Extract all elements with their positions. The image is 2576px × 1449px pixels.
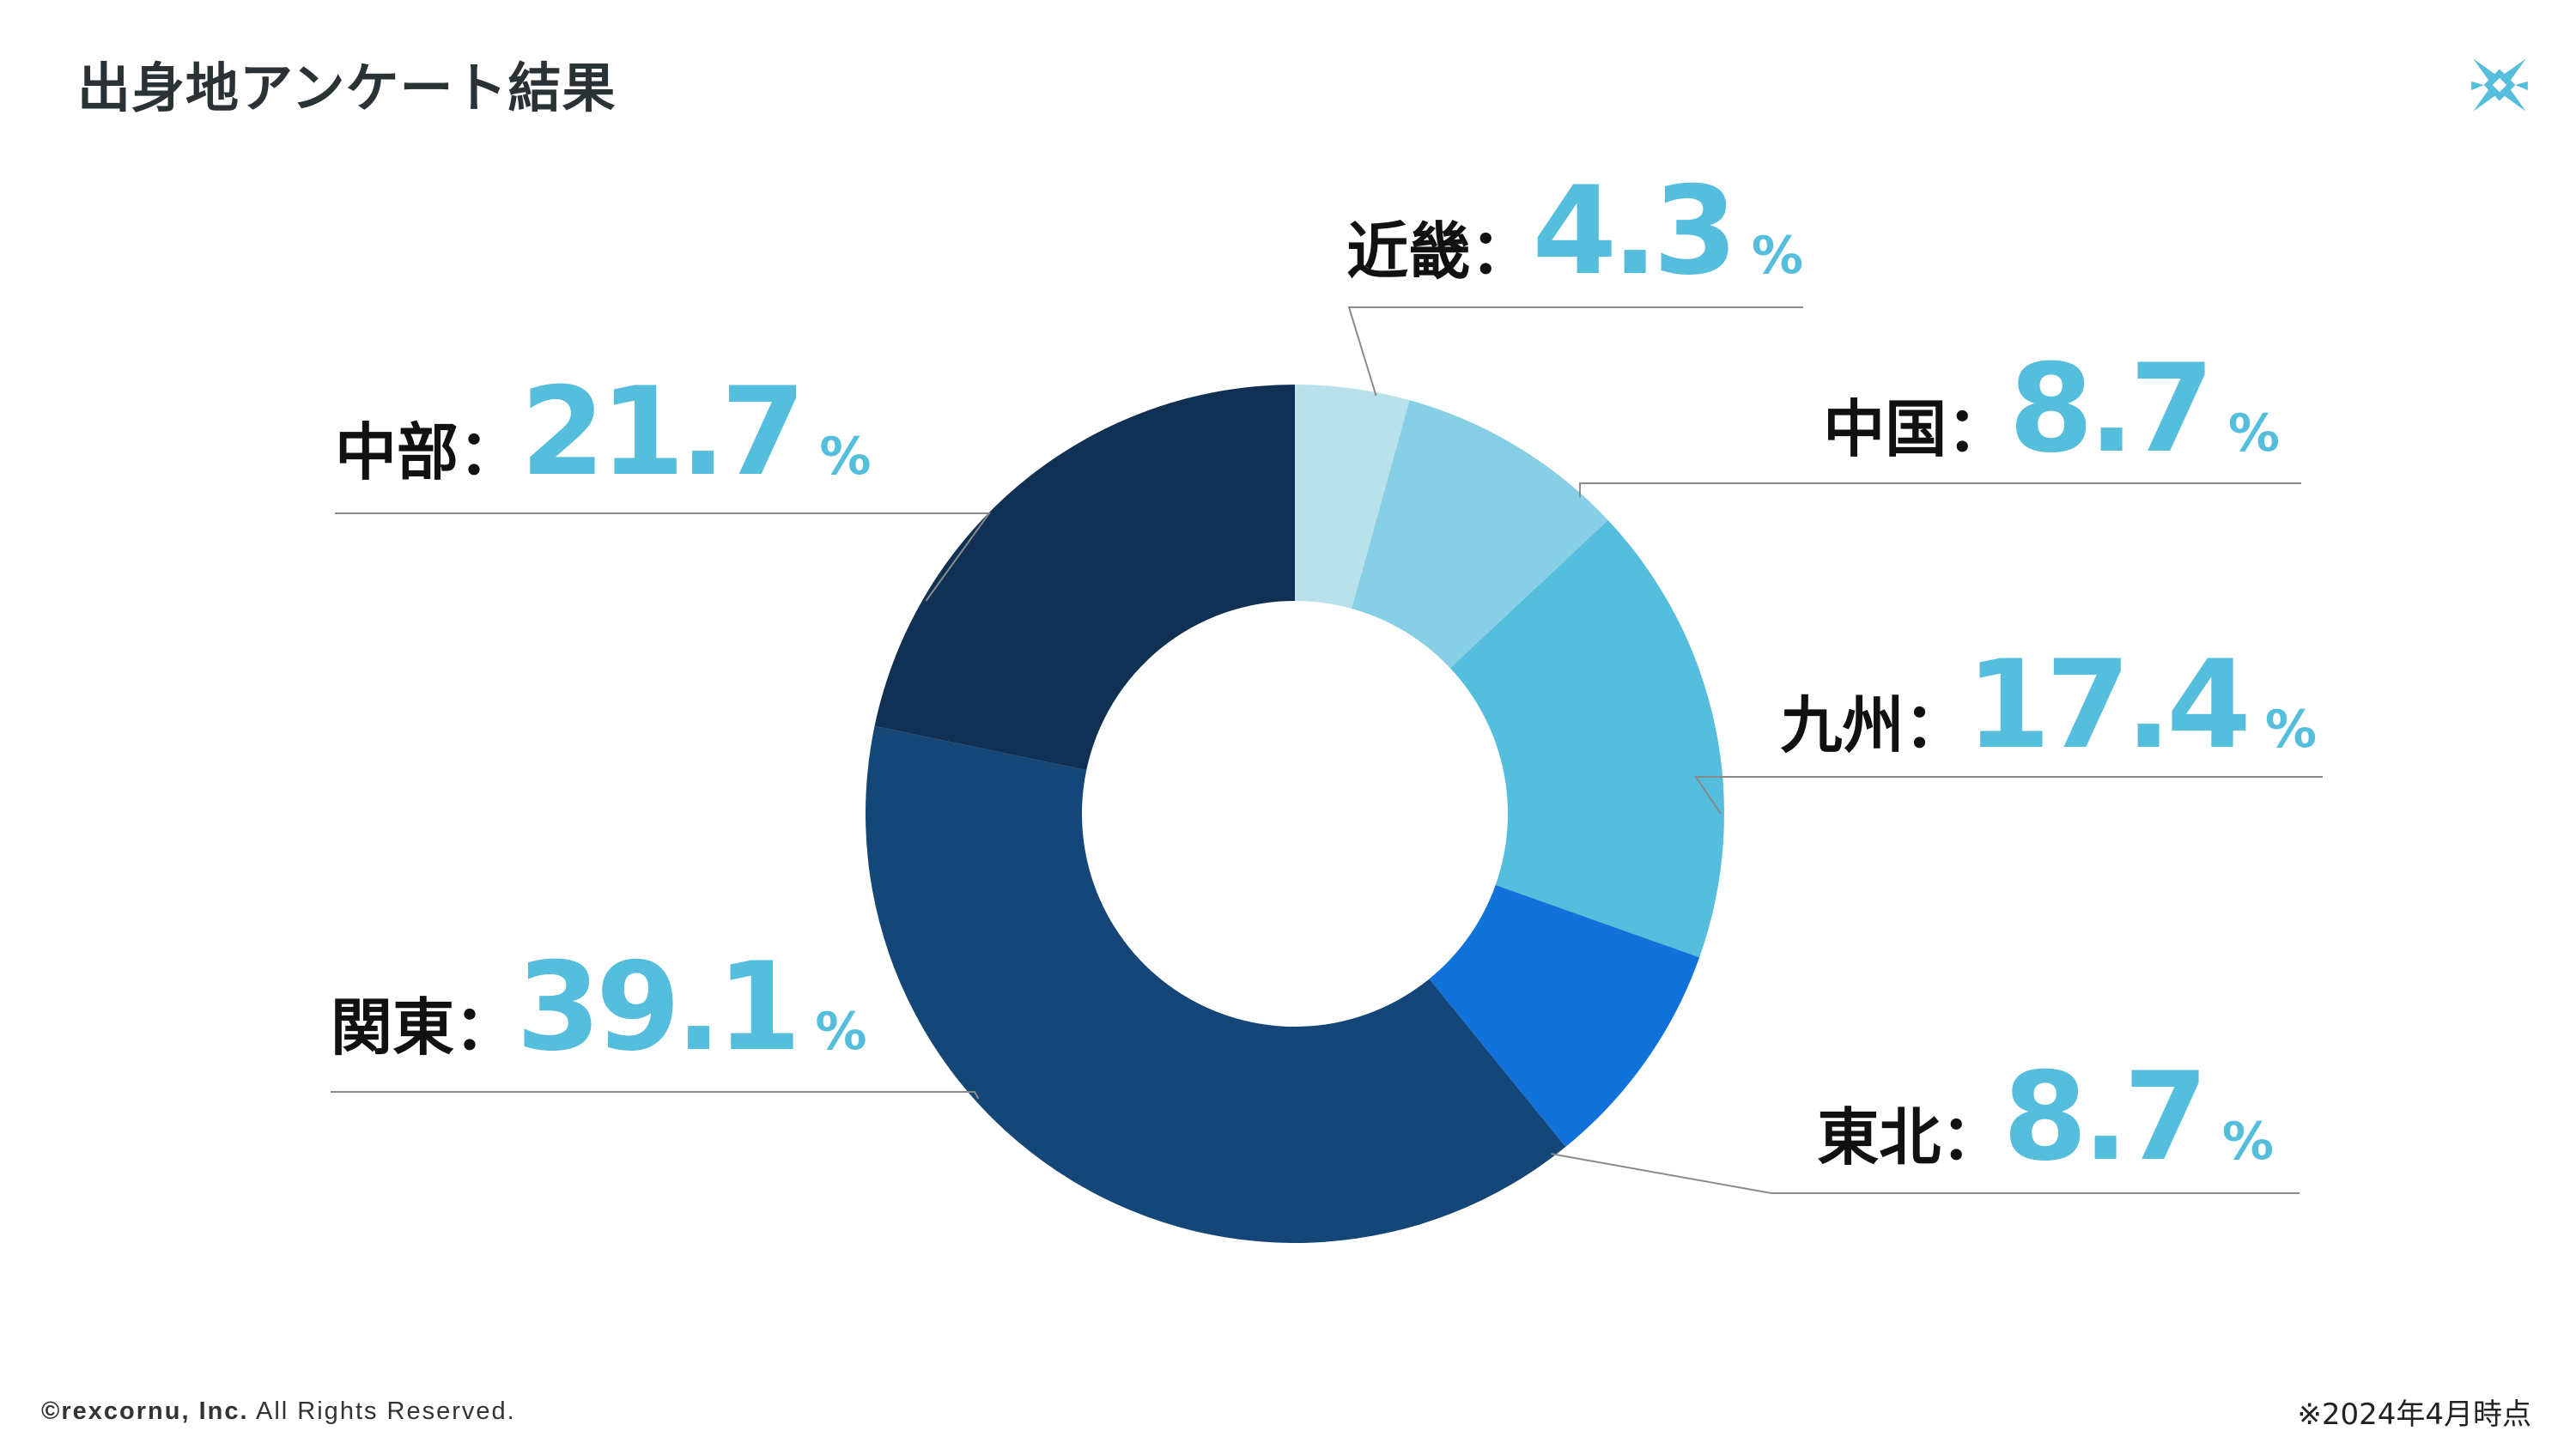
slice-unit-label: %: [2265, 700, 2317, 760]
footnote: ※2024年4月時点: [2297, 1397, 2531, 1432]
slice-unit-label: %: [815, 1002, 866, 1062]
donut-slice-関東: [866, 725, 1566, 1243]
slice-label: 関東：39.1%: [331, 937, 867, 1078]
slice-unit-label: %: [2228, 403, 2280, 464]
leader-line: [1694, 776, 2323, 815]
slice-value-label: 17.4: [1966, 634, 2247, 776]
donut-slice-近畿: [1295, 385, 1410, 609]
leader-line: [335, 512, 991, 602]
slice-label: 中国：8.7%: [1823, 338, 2280, 480]
slice-category-label: 九州：: [1781, 689, 1966, 761]
slice-value-label: 39.1: [516, 937, 796, 1078]
donut-slice-九州: [1449, 520, 1725, 958]
rexcornu-logo-icon: [2471, 58, 2528, 112]
slice-category-label: 中部：: [335, 416, 520, 488]
leader-line: [331, 1091, 980, 1100]
slice-category-label: 東北：: [1817, 1101, 2002, 1173]
slice-label: 中部：21.7%: [335, 361, 872, 503]
footer-rights: All Rights Reserved.: [256, 1397, 516, 1425]
slice-label: 東北：8.7%: [1817, 1046, 2274, 1188]
leader-line: [1347, 306, 1803, 397]
slice-value-label: 8.7: [2008, 338, 2209, 480]
slice-category-label: 関東：: [331, 991, 516, 1064]
donut-slice-中部: [874, 385, 1295, 771]
page-title: 出身地アンケート結果: [77, 57, 617, 119]
slice-value-label: 21.7: [520, 361, 800, 503]
slice-label: 九州：17.4%: [1781, 634, 2318, 776]
slice-category-label: 中国：: [1823, 393, 2008, 465]
donut-slice-中国: [1352, 400, 1608, 669]
slice-label: 近畿：4.3%: [1346, 161, 1803, 302]
donut-slice-東北: [1429, 884, 1700, 1148]
slice-unit-label: %: [2222, 1112, 2274, 1172]
slice-value-label: 8.7: [2002, 1046, 2203, 1188]
leader-line: [1551, 1153, 2300, 1194]
slice-value-label: 4.3: [1532, 161, 1733, 302]
slice-unit-label: %: [819, 427, 871, 487]
leader-line: [1578, 482, 2301, 498]
slice-category-label: 近畿：: [1346, 215, 1532, 288]
copyright: ©rexcornu, Inc. All Rights Reserved.: [41, 1397, 516, 1426]
slice-unit-label: %: [1752, 226, 1803, 286]
footer-company: ©rexcornu, Inc.: [41, 1397, 249, 1425]
